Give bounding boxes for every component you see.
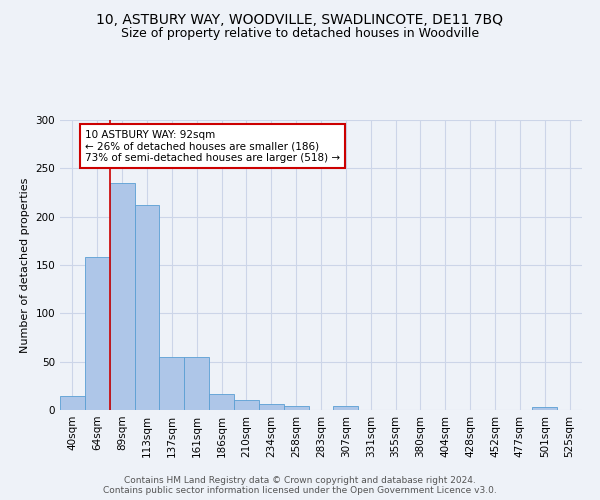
- Bar: [259, 404, 284, 410]
- Bar: [110, 183, 134, 410]
- Bar: [234, 400, 259, 410]
- Bar: [334, 406, 358, 410]
- Bar: [85, 258, 110, 410]
- Text: 10 ASTBURY WAY: 92sqm
← 26% of detached houses are smaller (186)
73% of semi-det: 10 ASTBURY WAY: 92sqm ← 26% of detached …: [85, 130, 340, 163]
- Bar: [134, 205, 160, 410]
- Bar: [184, 357, 209, 410]
- Y-axis label: Number of detached properties: Number of detached properties: [20, 178, 30, 352]
- Text: 10, ASTBURY WAY, WOODVILLE, SWADLINCOTE, DE11 7BQ: 10, ASTBURY WAY, WOODVILLE, SWADLINCOTE,…: [97, 12, 503, 26]
- Bar: [160, 357, 184, 410]
- Bar: [284, 406, 308, 410]
- Text: Size of property relative to detached houses in Woodville: Size of property relative to detached ho…: [121, 28, 479, 40]
- Bar: [60, 396, 85, 410]
- Text: Contains HM Land Registry data © Crown copyright and database right 2024.
Contai: Contains HM Land Registry data © Crown c…: [103, 476, 497, 495]
- Bar: [532, 407, 557, 410]
- Bar: [209, 394, 234, 410]
